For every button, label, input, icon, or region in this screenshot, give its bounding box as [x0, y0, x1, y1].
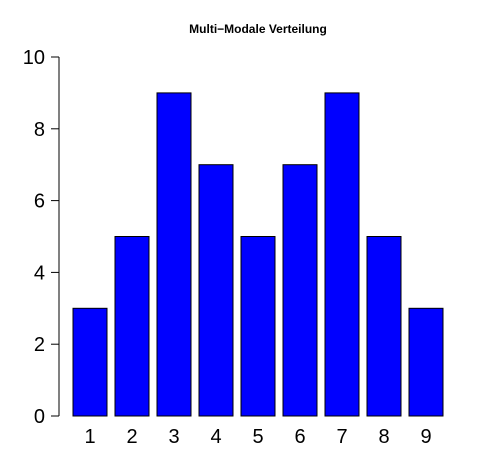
bar-5 — [240, 236, 276, 417]
x-tick-label: 8 — [378, 426, 389, 448]
x-tick-label: 4 — [210, 426, 221, 448]
x-tick-label: 3 — [168, 426, 179, 448]
x-tick-label: 5 — [252, 426, 263, 448]
x-tick-label: 9 — [420, 426, 431, 448]
bar-1 — [72, 307, 108, 417]
bar-8 — [366, 236, 402, 417]
y-tick-label: 10 — [23, 47, 45, 69]
bar-4 — [198, 164, 234, 417]
bar-7 — [324, 92, 360, 417]
bar-9 — [408, 307, 444, 417]
bar-3 — [156, 92, 192, 417]
x-tick-label: 7 — [336, 426, 347, 448]
y-axis: 0 2 4 6 8 10 — [23, 47, 60, 428]
bar-6 — [282, 164, 318, 417]
x-tick-label: 2 — [126, 426, 137, 448]
bar-2 — [114, 236, 150, 417]
x-tick-label: 1 — [84, 426, 95, 448]
chart-title: Multi−Modale Verteilung — [189, 22, 327, 36]
x-tick-label: 6 — [294, 426, 305, 448]
y-tick-label: 8 — [34, 119, 45, 141]
y-tick-label: 4 — [34, 262, 45, 284]
x-axis: 1 2 3 4 5 6 7 8 9 — [84, 426, 431, 448]
bars — [72, 92, 444, 417]
y-tick-label: 2 — [34, 334, 45, 356]
y-tick-label: 6 — [34, 191, 45, 213]
y-tick-label: 0 — [34, 406, 45, 428]
